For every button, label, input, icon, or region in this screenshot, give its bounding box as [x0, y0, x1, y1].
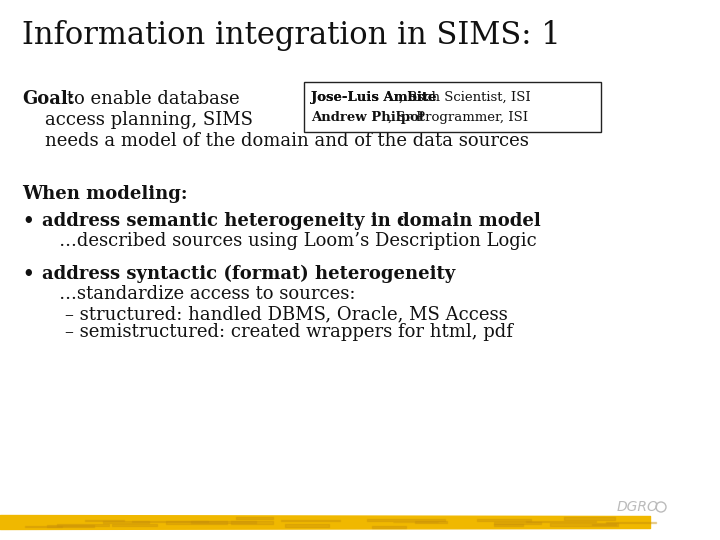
Text: – structured: handled DBMS, Oracle, MS Access: – structured: handled DBMS, Oracle, MS A… [42, 305, 508, 323]
Text: address syntactic (format) heterogeneity: address syntactic (format) heterogeneity [42, 265, 455, 284]
Text: •: • [22, 212, 34, 230]
Text: – semistructured: created wrappers for html, pdf: – semistructured: created wrappers for h… [42, 323, 513, 341]
Text: ...described sources using Loom’s Description Logic: ...described sources using Loom’s Descri… [42, 232, 536, 250]
Text: , Sr Programmer, ISI: , Sr Programmer, ISI [388, 111, 528, 124]
Text: address semantic heterogeneity in domain model: address semantic heterogeneity in domain… [42, 212, 541, 230]
Text: Andrew Philpot: Andrew Philpot [311, 111, 425, 124]
Text: , Rsch Scientist, ISI: , Rsch Scientist, ISI [399, 91, 531, 104]
Text: Jose-Luis Ambite: Jose-Luis Ambite [311, 91, 436, 104]
Text: to enable database: to enable database [61, 90, 240, 108]
Text: When modeling:: When modeling: [22, 185, 187, 203]
FancyBboxPatch shape [304, 82, 601, 132]
Text: •: • [22, 265, 34, 283]
Text: Jose-Luis Ambite, Rsch Scientist, ISI: Jose-Luis Ambite, Rsch Scientist, ISI [311, 91, 555, 104]
Text: access planning, SIMS: access planning, SIMS [22, 111, 253, 129]
Text: Goal:: Goal: [22, 90, 74, 108]
Text: needs a model of the domain and of the data sources: needs a model of the domain and of the d… [22, 132, 529, 150]
Text: :: : [398, 212, 405, 230]
Text: :: : [352, 265, 358, 283]
Text: DGRO: DGRO [617, 500, 659, 514]
Text: Information integration in SIMS: 1: Information integration in SIMS: 1 [22, 20, 561, 51]
Text: ...standardize access to sources:: ...standardize access to sources: [42, 285, 356, 303]
Text: Jose-Luis Ambite: Jose-Luis Ambite [311, 91, 436, 104]
